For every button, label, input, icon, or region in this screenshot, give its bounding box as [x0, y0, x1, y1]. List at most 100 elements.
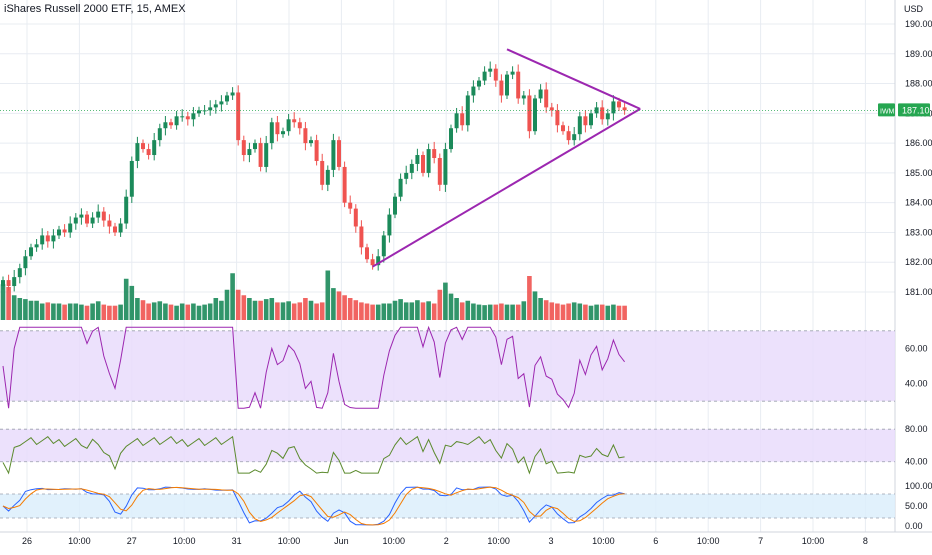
triangle-lower-line [372, 108, 641, 268]
candle-body [107, 220, 112, 227]
triangle-pattern[interactable] [372, 48, 641, 268]
volume-bar [17, 298, 23, 320]
candle-body [191, 113, 196, 120]
candle-body [409, 163, 414, 173]
candle-body [241, 140, 246, 156]
candle-body [387, 214, 392, 236]
candle-body [169, 122, 173, 126]
candle-body [180, 116, 185, 118]
volume-bar [443, 282, 448, 320]
candle-body [230, 92, 235, 96]
volume-bars [0, 270, 627, 320]
candle-body [605, 113, 610, 120]
volume-bar [6, 287, 11, 320]
stoch-d-line [2, 486, 625, 526]
candle-body [353, 208, 358, 227]
time-tick-label: 10:00 [68, 536, 91, 546]
candle-body [17, 268, 22, 278]
volume-bar [140, 300, 146, 320]
volume-bar [235, 289, 241, 320]
candle-body [1, 280, 5, 287]
candle-body [45, 235, 50, 242]
candle-body [208, 107, 213, 111]
time-tick-label: 10:00 [278, 536, 301, 546]
volume-bar [135, 298, 140, 320]
candle-body [348, 202, 353, 209]
candle-body [29, 247, 33, 257]
volume-bar [459, 302, 465, 320]
rsi-tick-label: 60.00 [905, 343, 928, 353]
volume-bar [476, 304, 482, 320]
volume-bar [543, 300, 549, 320]
volume-bar [286, 301, 291, 320]
candle-body [236, 92, 241, 141]
volume-bar [207, 303, 213, 320]
candle-body [101, 211, 106, 221]
volume-bar [213, 298, 219, 320]
volume-bar [398, 299, 403, 320]
volume-bar [437, 289, 443, 320]
candle-body [622, 107, 627, 111]
volume-bar [314, 303, 319, 320]
time-tick-label: 27 [127, 536, 137, 546]
volume-bar [84, 305, 90, 320]
candle-body [499, 80, 504, 96]
stoch-k-line [2, 486, 625, 526]
indicator-bands [0, 330, 895, 519]
volume-bar [504, 304, 510, 320]
time-tick-label: 10:00 [383, 536, 406, 546]
volume-bar [403, 302, 409, 320]
volume-bar [241, 295, 247, 320]
volume-bar [34, 300, 39, 320]
volume-bar [359, 302, 364, 320]
volume-bar [73, 303, 79, 320]
volume-bar [56, 303, 62, 320]
candle-body [292, 119, 297, 123]
volume-bar [499, 303, 504, 320]
candle-body [566, 131, 571, 141]
candle-body [157, 128, 162, 141]
volume-bar [392, 300, 398, 320]
time-tick-label: 26 [22, 536, 32, 546]
volume-bar [112, 305, 118, 320]
volume-bar [196, 305, 202, 320]
symbol-badge [878, 103, 895, 117]
candle-body [185, 116, 190, 120]
candle-body [129, 160, 134, 197]
candle-body [516, 71, 521, 99]
candle-body [320, 160, 325, 185]
volume-bar [465, 300, 471, 320]
candle-body [488, 68, 493, 72]
volume-bar [605, 305, 611, 320]
candle-body [135, 143, 140, 161]
volume-bar [331, 288, 336, 320]
volume-bar [67, 303, 73, 320]
volume-bar [185, 304, 191, 320]
candle-body [96, 211, 101, 218]
candle-body [589, 113, 593, 126]
candle-body [303, 128, 308, 144]
volume-bar [62, 304, 67, 320]
price-tick-label: 183.00 [905, 227, 932, 237]
candle-body [269, 122, 274, 144]
volume-bar [39, 303, 45, 320]
price-tick-label: 188.00 [905, 79, 932, 89]
candle-body [309, 140, 313, 144]
candle-body [342, 166, 347, 203]
volume-bar [515, 304, 521, 320]
candle-body [477, 80, 481, 87]
stochastic-pane [2, 486, 625, 526]
volume-bar [375, 304, 381, 320]
candle-body [510, 71, 515, 75]
time-tick-label: 10:00 [592, 536, 615, 546]
volume-bar [426, 301, 431, 320]
candle-body [141, 143, 145, 150]
candle-body [454, 113, 459, 129]
volume-bar [303, 298, 308, 320]
candle-body [6, 280, 11, 287]
volume-bar [482, 305, 487, 320]
volume-bar [487, 304, 493, 320]
candle-body [325, 169, 330, 185]
